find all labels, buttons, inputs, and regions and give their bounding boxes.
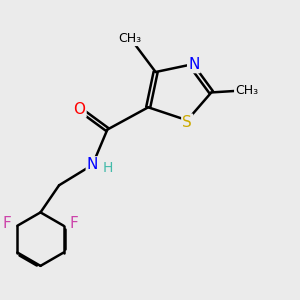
Text: S: S	[182, 115, 192, 130]
Text: O: O	[74, 102, 86, 117]
Text: F: F	[70, 216, 78, 231]
Text: CH₃: CH₃	[235, 84, 258, 97]
Text: N: N	[87, 158, 98, 172]
Text: F: F	[3, 216, 11, 231]
Text: CH₃: CH₃	[118, 32, 141, 45]
Text: N: N	[188, 57, 200, 72]
Text: H: H	[103, 161, 113, 175]
